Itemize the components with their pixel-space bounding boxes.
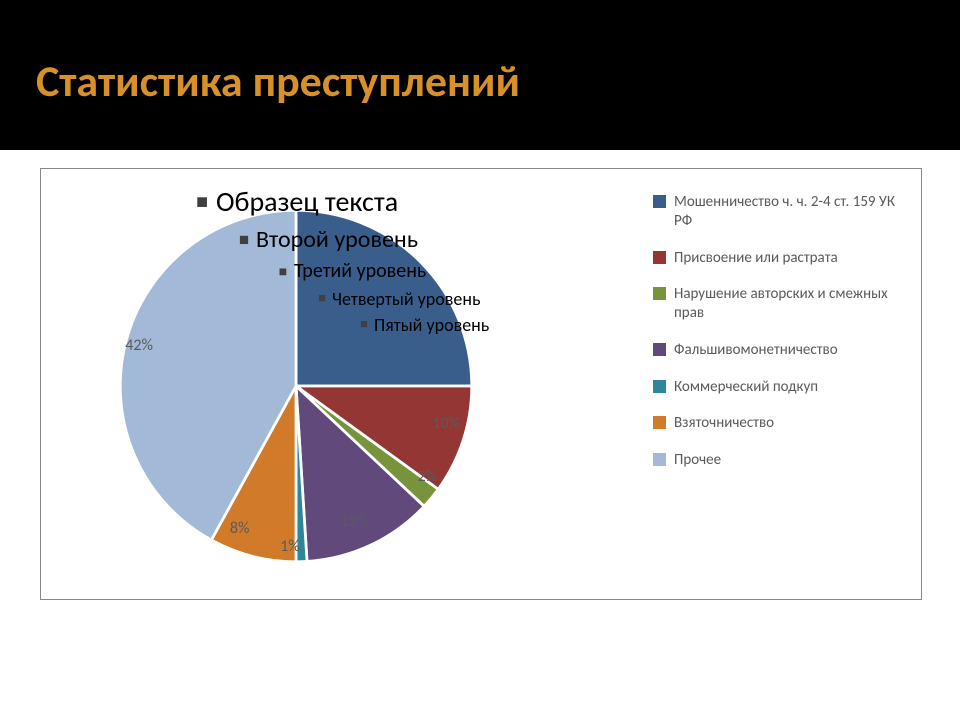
pie-slice-label: 10% — [432, 414, 460, 433]
legend-swatch — [653, 416, 666, 429]
text-placeholder: ■ Образец текста ■ Второй уровень ■ Трет… — [188, 182, 489, 339]
legend-item: Нарушение авторских и смежных прав — [653, 285, 903, 323]
legend-item: Фальшивомонетничество — [653, 341, 903, 360]
placeholder-level-2: ■ Второй уровень — [232, 223, 489, 258]
slide-title: Статистика преступлений — [36, 54, 520, 108]
pie-slice-label: 2% — [418, 467, 438, 486]
legend-label: Взяточничество — [674, 414, 903, 433]
placeholder-text: Второй уровень — [256, 223, 418, 258]
placeholder-text: Третий уровень — [294, 257, 426, 286]
legend-swatch — [653, 453, 666, 466]
legend-item: Прочее — [653, 451, 903, 470]
legend-item: Взяточничество — [653, 414, 903, 433]
legend-label: Прочее — [674, 451, 903, 470]
placeholder-text: Пятый уровень — [374, 312, 489, 338]
pie-slice-label: 42% — [125, 336, 153, 355]
legend-swatch — [653, 251, 666, 264]
legend-swatch — [653, 287, 666, 300]
legend-label: Нарушение авторских и смежных прав — [674, 285, 903, 323]
placeholder-level-1: ■ Образец текста — [188, 182, 489, 223]
bullet-icon: ■ — [354, 316, 374, 335]
pie-slice-label: 12% — [340, 512, 368, 531]
legend-swatch — [653, 343, 666, 356]
bullet-icon: ■ — [232, 228, 256, 253]
bullet-icon: ■ — [312, 290, 332, 309]
legend-swatch — [653, 195, 666, 208]
placeholder-level-5: ■ Пятый уровень — [354, 312, 489, 338]
legend-label: Фальшивомонетничество — [674, 341, 903, 360]
legend-label: Коммерческий подкуп — [674, 378, 903, 397]
placeholder-level-4: ■ Четвертый уровень — [312, 286, 489, 312]
title-bar: Статистика преступлений — [0, 0, 960, 150]
pie-slice-label: 8% — [230, 519, 250, 538]
bullet-icon: ■ — [188, 188, 216, 217]
legend-swatch — [653, 380, 666, 393]
legend-item: Коммерческий подкуп — [653, 378, 903, 397]
legend-label: Присвоение или растрата — [674, 249, 903, 268]
placeholder-level-3: ■ Третий уровень — [272, 257, 489, 286]
legend-item: Мошенничество ч. ч. 2-4 ст. 159 УК РФ — [653, 193, 903, 231]
placeholder-text: Четвертый уровень — [332, 286, 480, 312]
slide: Статистика преступлений 10%2%12%1%8%42% … — [0, 0, 960, 720]
legend: Мошенничество ч. ч. 2-4 ст. 159 УК РФ При… — [653, 193, 903, 488]
bullet-icon: ■ — [272, 262, 294, 282]
placeholder-text: Образец текста — [216, 182, 398, 223]
pie-slice-label: 1% — [280, 537, 300, 556]
legend-item: Присвоение или растрата — [653, 249, 903, 268]
legend-label: Мошенничество ч. ч. 2-4 ст. 159 УК РФ — [674, 193, 903, 231]
